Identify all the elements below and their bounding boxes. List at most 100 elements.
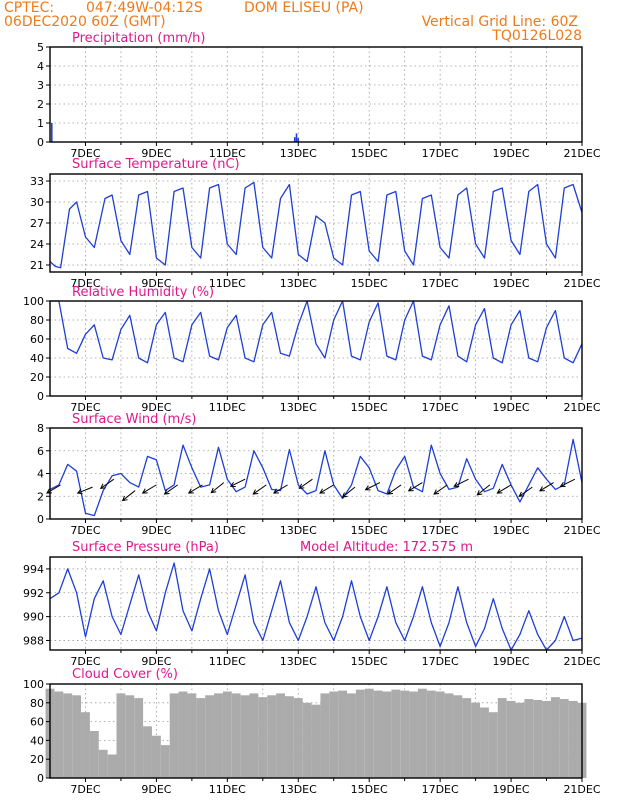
cloud-bar — [444, 693, 454, 778]
x-tick-label: 7DEC — [70, 655, 100, 668]
x-tick-label: 21DEC — [563, 524, 600, 537]
cloud-bar — [169, 693, 179, 778]
y-tick-label: 100 — [23, 295, 44, 308]
header-model: TQ0126L028 — [491, 28, 582, 44]
wind-vector-arrow — [163, 484, 178, 495]
x-tick-label: 7DEC — [70, 147, 100, 160]
cloud-bar — [533, 699, 543, 778]
x-tick-label: 11DEC — [209, 277, 246, 290]
cloud-bar — [134, 698, 144, 778]
cloud-bar — [568, 700, 578, 778]
x-tick-label: 13DEC — [280, 524, 317, 537]
cloud-bar — [355, 689, 365, 778]
y-tick-label: 60 — [30, 333, 44, 346]
panel-press: 988 990 992 994 7DEC 9DEC 11DEC 13DEC 15DEC 17DEC… — [23, 540, 601, 668]
y-tick-label: 24 — [30, 238, 44, 251]
wind-panel-title: Surface Wind (m/s) — [72, 412, 196, 427]
cloud-bar — [320, 693, 330, 778]
x-tick-label: 21DEC — [563, 147, 600, 160]
y-tick-label: 0 — [37, 136, 44, 149]
y-tick-label: 990 — [23, 611, 44, 624]
y-tick-label: 994 — [23, 563, 44, 576]
cloud-bar — [231, 693, 241, 778]
cloud-bar — [400, 690, 410, 778]
x-tick-label: 15DEC — [351, 277, 388, 290]
model-altitude-label: Model Altitude: 172.575 m — [300, 540, 473, 555]
cloud-bar — [63, 693, 73, 778]
cloud-bar — [506, 700, 516, 778]
x-tick-label: 13DEC — [280, 655, 317, 668]
cloud-bar — [329, 691, 339, 778]
cloud-bar — [382, 691, 392, 778]
cloud-bar — [391, 689, 401, 778]
x-tick-label: 7DEC — [70, 524, 100, 537]
x-tick-label: 17DEC — [422, 401, 459, 414]
cloud-bar — [524, 699, 534, 778]
x-tick-label: 13DEC — [280, 783, 317, 796]
header-vertical-grid: Vertical Grid Line: 60Z — [422, 14, 578, 30]
x-tick-label: 7DEC — [70, 277, 100, 290]
cloud-bar — [462, 698, 472, 778]
wind-vector-arrow — [433, 484, 448, 495]
y-tick-label: 992 — [23, 587, 44, 600]
wind-vector-arrow — [496, 484, 512, 494]
x-tick-label: 19DEC — [493, 277, 530, 290]
wind-vector-arrow — [273, 484, 288, 494]
x-tick-label: 11DEC — [209, 783, 246, 796]
wind-vector-arrow — [187, 484, 203, 494]
x-tick-label: 13DEC — [280, 277, 317, 290]
cloud-bar — [417, 688, 427, 778]
cloud-bar — [276, 693, 285, 778]
panel-temp: 21 24 27 30 33 7DEC 9DEC 11DEC 13DEC 15DEC 17DEC 19… — [30, 157, 601, 290]
temp-series-line — [49, 181, 583, 269]
x-tick-label: 21DEC — [563, 277, 600, 290]
y-tick-label: 40 — [30, 734, 44, 747]
cloud-bar — [214, 693, 223, 778]
x-tick-label: 19DEC — [493, 524, 530, 537]
wind-vector-arrow — [252, 484, 267, 495]
x-tick-label: 9DEC — [141, 655, 171, 668]
cloud-bar — [488, 712, 498, 778]
y-tick-label: 4 — [37, 60, 44, 73]
y-tick-label: 6 — [37, 445, 44, 458]
x-tick-label: 15DEC — [351, 401, 388, 414]
cloud-bar — [107, 754, 117, 778]
y-tick-label: 2 — [37, 490, 44, 503]
cloud-bar — [453, 695, 463, 778]
cloud-bar — [125, 695, 135, 778]
cloud-bar — [515, 702, 525, 778]
x-tick-label: 13DEC — [280, 401, 317, 414]
header-run: 06DEC2020 60Z (GMT) — [4, 14, 166, 30]
cloud-bar — [178, 691, 188, 778]
y-tick-label: 5 — [37, 41, 44, 54]
wind-vector-arrow — [476, 484, 491, 496]
y-tick-label: 60 — [30, 716, 44, 729]
x-tick-label: 9DEC — [141, 783, 171, 796]
precip-bar — [297, 138, 300, 142]
wind-vector-arrow — [407, 482, 423, 492]
press-series-line — [49, 562, 583, 651]
cloud-bar — [187, 693, 197, 778]
y-tick-label: 100 — [23, 678, 44, 691]
header: CPTEC: 047:49W-04:12S DOM ELISEU (PA) 06… — [4, 0, 582, 44]
cloud-bar — [72, 695, 82, 778]
panel-wind: 0 2 4 6 8 7DEC 9DEC 11DEC 13DEC 15DEC 17DEC 19DEC 21… — [37, 412, 601, 537]
wind-series-line — [49, 438, 583, 517]
cloud-bar — [311, 704, 321, 778]
y-tick-label: 0 — [37, 513, 44, 526]
x-tick-label: 9DEC — [141, 524, 171, 537]
y-tick-label: 40 — [30, 352, 44, 365]
wind-vector-arrow — [46, 484, 61, 494]
cloud-bar — [338, 690, 348, 778]
cloud-bar — [364, 688, 374, 778]
x-tick-label: 21DEC — [563, 401, 600, 414]
cloud-bar — [435, 691, 445, 778]
wind-vector-arrow — [387, 484, 402, 495]
x-tick-label: 19DEC — [493, 655, 530, 668]
cloud-bar — [151, 735, 161, 778]
cloud-bar — [116, 693, 126, 778]
cloud-bar — [409, 691, 418, 778]
wind-vector-arrow — [121, 490, 136, 502]
x-tick-label: 11DEC — [209, 524, 246, 537]
